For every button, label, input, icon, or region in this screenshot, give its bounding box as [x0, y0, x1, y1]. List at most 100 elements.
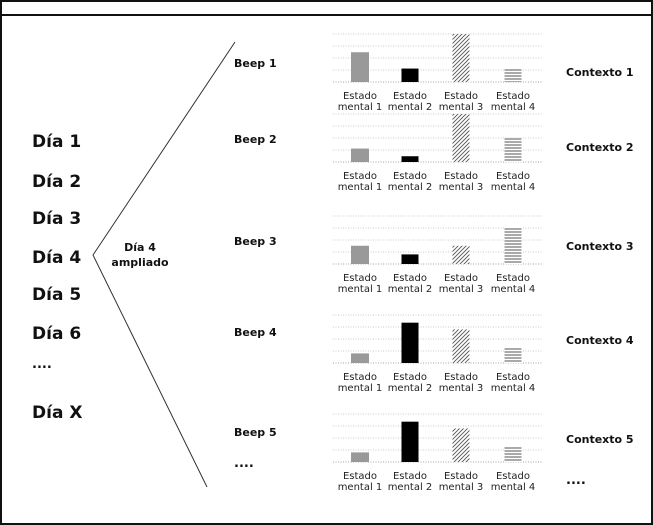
mental-state-label: Estado mental 3: [434, 372, 488, 394]
bar-mental-3: [452, 114, 470, 162]
mental-state-label: Estado mental 4: [486, 91, 540, 113]
mental-state-label-line: Estado: [392, 91, 428, 102]
mental-state-label-line: mental 1: [337, 383, 383, 394]
zoom-label-line: Día 4: [124, 241, 156, 254]
bar-mental-1: [351, 148, 369, 162]
beep-chart: [333, 215, 543, 265]
mental-state-label: Estado mental 2: [383, 91, 437, 113]
bar-mental-4: [504, 68, 522, 82]
mental-state-label-line: mental 3: [438, 182, 484, 193]
mental-state-label-line: mental 1: [337, 482, 383, 493]
bar-mental-1: [351, 52, 369, 82]
bar-mental-3: [452, 329, 470, 363]
day-label: Día 4: [32, 248, 82, 268]
beep-charts: [333, 33, 543, 463]
mental-state-label: Estado mental 2: [383, 471, 437, 493]
mental-state-label-line: mental 2: [387, 182, 433, 193]
bar-mental-4: [504, 227, 522, 264]
mental-state-label-line: Estado: [443, 273, 479, 284]
bar-mental-2: [401, 254, 419, 264]
beep-ellipsis: ....: [234, 456, 254, 471]
bar-mental-4: [504, 347, 522, 363]
day-label: Día 2: [32, 172, 82, 192]
mental-state-label: Estado mental 2: [383, 273, 437, 295]
beep-label: Beep 5: [234, 426, 277, 439]
mental-state-label-line: Estado: [495, 273, 531, 284]
context-ellipsis: ....: [566, 473, 586, 488]
mental-state-label-line: Estado: [443, 91, 479, 102]
day-label: Día 1: [32, 132, 82, 152]
mental-state-label-line: mental 1: [337, 102, 383, 113]
beep-label: Beep 2: [234, 133, 277, 146]
mental-state-label: Estado mental 1: [333, 471, 387, 493]
mental-state-label-line: Estado: [392, 372, 428, 383]
bar-mental-2: [401, 322, 419, 363]
beep-chart: [333, 314, 543, 364]
mental-state-label: Estado mental 3: [434, 471, 488, 493]
mental-state-label: Estado mental 4: [486, 372, 540, 394]
mental-state-label-line: mental 4: [490, 182, 536, 193]
mental-state-label-line: mental 1: [337, 182, 383, 193]
mental-state-label: Estado mental 1: [333, 171, 387, 193]
bar-mental-2: [401, 68, 419, 82]
zoom-label: Día 4 ampliado: [110, 240, 170, 270]
mental-state-label: Estado mental 3: [434, 273, 488, 295]
mental-state-label-line: mental 3: [438, 102, 484, 113]
mental-state-label-line: Estado: [342, 471, 378, 482]
bar-mental-3: [452, 245, 470, 264]
top-bar: [0, 0, 653, 16]
context-label: Contexto 1: [566, 66, 634, 79]
mental-state-label-line: mental 2: [387, 102, 433, 113]
mental-state-label: Estado mental 4: [486, 171, 540, 193]
mental-state-label-line: mental 4: [490, 383, 536, 394]
context-label: Contexto 3: [566, 240, 634, 253]
mental-state-label-line: Estado: [495, 471, 531, 482]
mental-state-label-line: mental 3: [438, 482, 484, 493]
mental-state-label-line: Estado: [342, 91, 378, 102]
mental-state-label-line: Estado: [392, 171, 428, 182]
mental-state-label-line: Estado: [443, 372, 479, 383]
mental-state-label: Estado mental 4: [486, 471, 540, 493]
bar-mental-4: [504, 446, 522, 462]
mental-state-label: Estado mental 2: [383, 372, 437, 394]
bar-mental-1: [351, 353, 369, 363]
mental-state-label: Estado mental 1: [333, 91, 387, 113]
mental-state-label-line: Estado: [392, 273, 428, 284]
mental-state-label: Estado mental 4: [486, 273, 540, 295]
beep-chart: [333, 413, 543, 463]
day-label: Día 3: [32, 209, 82, 229]
beep-label: Beep 4: [234, 326, 277, 339]
bar-mental-3: [452, 34, 470, 82]
mental-state-label: Estado mental 2: [383, 171, 437, 193]
beep-label: Beep 3: [234, 235, 277, 248]
mental-state-label-line: Estado: [443, 171, 479, 182]
mental-state-label-line: Estado: [342, 372, 378, 383]
day-label: Día X: [32, 403, 83, 423]
mental-state-label: Estado mental 3: [434, 171, 488, 193]
day-ellipsis: ....: [32, 357, 52, 372]
bar-mental-2: [401, 156, 419, 162]
mental-state-label-line: Estado: [495, 171, 531, 182]
mental-state-label-line: Estado: [495, 372, 531, 383]
day-label: Día 5: [32, 285, 82, 305]
mental-state-label-line: mental 1: [337, 284, 383, 295]
zoom-wedge: [92, 41, 236, 488]
beep-label: Beep 1: [234, 57, 277, 70]
mental-state-label: Estado mental 3: [434, 91, 488, 113]
bar-mental-2: [401, 421, 419, 462]
bar-mental-4: [504, 138, 522, 162]
zoom-label-line: ampliado: [111, 256, 169, 269]
mental-state-label-line: mental 4: [490, 102, 536, 113]
bar-mental-1: [351, 452, 369, 462]
context-label: Contexto 4: [566, 334, 634, 347]
beep-chart: [333, 33, 543, 83]
mental-state-label-line: Estado: [342, 273, 378, 284]
mental-state-label-line: Estado: [495, 91, 531, 102]
mental-state-label: Estado mental 1: [333, 273, 387, 295]
mental-state-label-line: mental 4: [490, 284, 536, 295]
mental-state-label-line: mental 2: [387, 284, 433, 295]
bar-mental-1: [351, 245, 369, 264]
mental-state-label-line: Estado: [342, 171, 378, 182]
